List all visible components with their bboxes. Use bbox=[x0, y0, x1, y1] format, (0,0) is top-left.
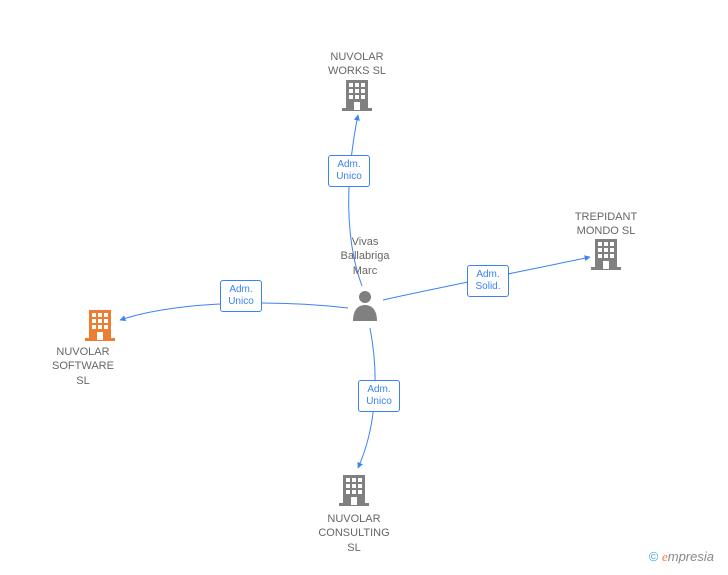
edge-label-line2: Unico bbox=[228, 296, 254, 307]
building-icon-nuvolar_consulting bbox=[339, 473, 369, 512]
brand-rest: mpresia bbox=[668, 549, 714, 564]
edge-label-line1: Adm. bbox=[476, 269, 499, 280]
edge-label-2: Adm.Unico bbox=[358, 380, 400, 412]
company-label-nuvolar_works: NUVOLAR WORKS SL bbox=[312, 50, 402, 79]
edge-label-line1: Adm. bbox=[337, 159, 360, 170]
building-icon-trepidant_mondo bbox=[591, 237, 621, 276]
company-label-nuvolar_consulting: NUVOLAR CONSULTING SL bbox=[309, 512, 399, 555]
edge-label-0: Adm.Unico bbox=[328, 155, 370, 187]
person-label-line3: Marc bbox=[353, 265, 377, 277]
company-label-line2: WORKS SL bbox=[328, 65, 386, 77]
building-icon-nuvolar_software bbox=[85, 308, 115, 347]
company-label-line2: CONSULTING bbox=[318, 527, 389, 539]
company-label-line3: SL bbox=[347, 542, 360, 554]
person-icon bbox=[351, 289, 379, 326]
edge-label-line2: Solid. bbox=[475, 281, 500, 292]
company-label-line1: NUVOLAR bbox=[56, 346, 109, 358]
company-label-nuvolar_software: NUVOLAR SOFTWARE SL bbox=[38, 345, 128, 388]
building-icon-nuvolar_works bbox=[342, 78, 372, 117]
edge-label-line1: Adm. bbox=[229, 284, 252, 295]
edge-label-line2: Unico bbox=[366, 396, 392, 407]
company-label-trepidant_mondo: TREPIDANT MONDO SL bbox=[561, 210, 651, 239]
person-label: Vivas Ballabriga Marc bbox=[320, 235, 410, 278]
person-label-line1: Vivas bbox=[352, 236, 379, 248]
edge-label-line1: Adm. bbox=[367, 384, 390, 395]
company-label-line2: SOFTWARE bbox=[52, 360, 114, 372]
company-label-line1: TREPIDANT bbox=[575, 211, 637, 223]
company-label-line2: MONDO SL bbox=[577, 225, 636, 237]
copyright-symbol: © bbox=[649, 549, 659, 564]
company-label-line3: SL bbox=[76, 375, 89, 387]
company-label-line1: NUVOLAR bbox=[327, 513, 380, 525]
person-label-line2: Ballabriga bbox=[341, 250, 390, 262]
edge-label-3: Adm.Unico bbox=[220, 280, 262, 312]
edge-label-1: Adm.Solid. bbox=[467, 265, 509, 297]
company-label-line1: NUVOLAR bbox=[330, 51, 383, 63]
edge-label-line2: Unico bbox=[336, 171, 362, 182]
watermark: © empresia bbox=[649, 549, 714, 565]
